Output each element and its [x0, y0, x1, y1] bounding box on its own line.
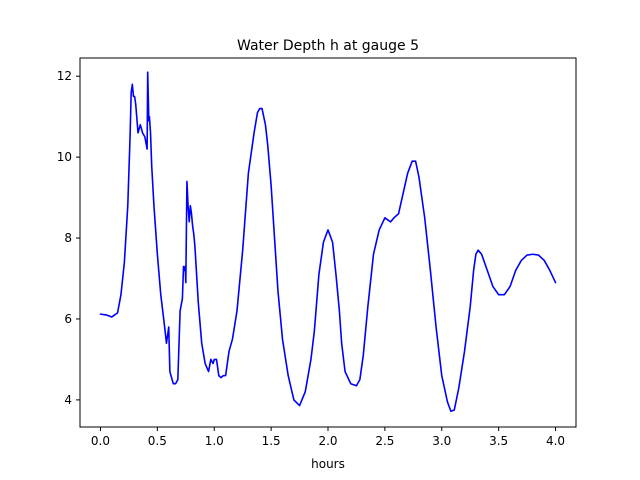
- y-tick-label: 6: [64, 312, 72, 326]
- x-tick-label: 3.0: [432, 434, 451, 448]
- x-tick-label: 1.5: [262, 434, 281, 448]
- x-tick-label: 2.0: [318, 434, 337, 448]
- x-axis-label: hours: [311, 457, 345, 471]
- x-tick-label: 2.5: [375, 434, 394, 448]
- x-tick-label: 1.0: [205, 434, 224, 448]
- x-axis: 0.0 0.5 1.0 1.5 2.0 2.5 3.0 3.5 4.0: [91, 427, 565, 448]
- y-axis: 4 6 8 10 12: [57, 69, 80, 407]
- chart-title: Water Depth h at gauge 5: [237, 38, 419, 54]
- x-tick-label: 4.0: [546, 434, 565, 448]
- y-tick-label: 4: [64, 393, 72, 407]
- y-tick-label: 12: [57, 69, 72, 83]
- x-tick-label: 0.0: [91, 434, 110, 448]
- y-tick-label: 10: [57, 150, 72, 164]
- y-tick-label: 8: [64, 231, 72, 245]
- x-tick-label: 3.5: [489, 434, 508, 448]
- series-line: [99, 71, 557, 413]
- x-tick-label: 0.5: [148, 434, 167, 448]
